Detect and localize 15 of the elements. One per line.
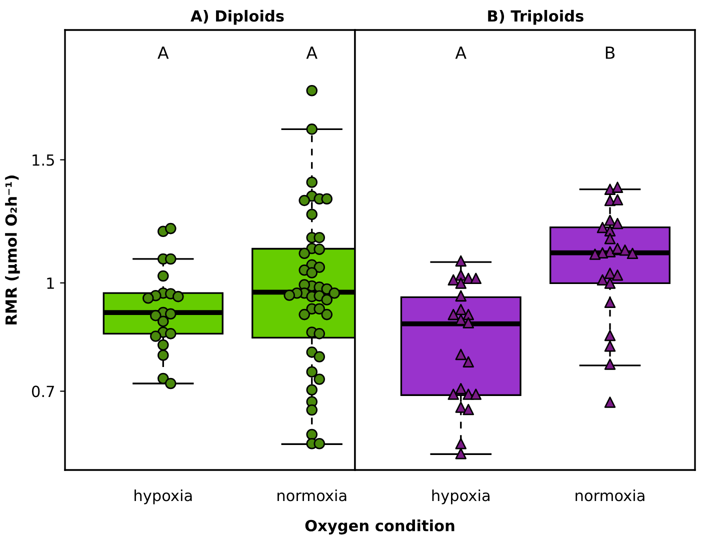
annotation: A [158, 46, 169, 59]
x-tick-label: hypoxia [432, 489, 490, 504]
y-tick-label: 1 [47, 278, 54, 289]
x-axis-title: Oxygen condition [305, 520, 454, 534]
annotation: B [606, 46, 615, 59]
y-tick-label: 1.5 [32, 154, 54, 166]
x-tick-label: hypoxia [134, 489, 192, 504]
y-tick-label: 0.7 [32, 386, 54, 398]
annotation: A [306, 46, 318, 59]
annotation: A [455, 46, 466, 59]
x-tick-label: normoxia [576, 489, 644, 502]
y-axis-title: RMR (µmol O₂h⁻¹) [5, 176, 20, 324]
chart-title: B) Triploids [488, 10, 584, 25]
chart-title: A) Diploids [190, 10, 284, 25]
x-tick-label: normoxia [278, 489, 346, 502]
